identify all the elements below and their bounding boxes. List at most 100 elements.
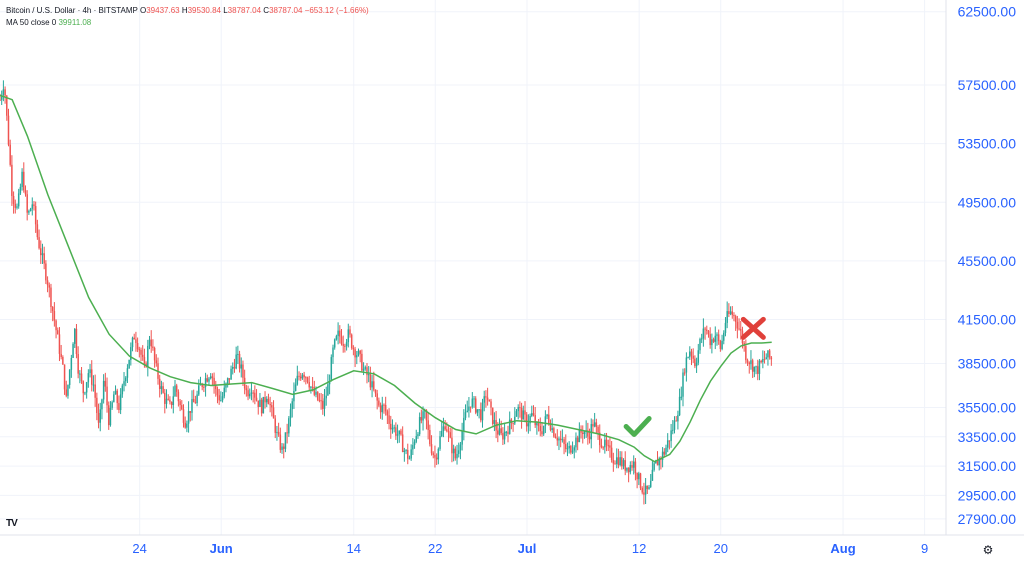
candle-body xyxy=(123,381,125,386)
candle-body xyxy=(651,469,654,481)
candle-body xyxy=(322,400,324,409)
candle-body xyxy=(716,334,718,336)
x-tick-label: Jun xyxy=(210,541,233,556)
candle-body xyxy=(755,366,757,368)
gear-icon[interactable]: ⚙ xyxy=(982,543,994,557)
candle-body xyxy=(218,395,220,401)
cross-stroke xyxy=(740,316,766,340)
candle-body xyxy=(422,411,424,421)
candle-body xyxy=(102,380,105,400)
candle-body xyxy=(87,373,90,383)
candle-body xyxy=(62,356,64,365)
legend-close-label: C xyxy=(263,6,270,15)
candle-body xyxy=(512,423,514,425)
candle-body xyxy=(21,171,23,187)
candle-body xyxy=(578,429,581,443)
candle-body xyxy=(412,445,414,450)
candle-body xyxy=(152,346,154,348)
candle-body xyxy=(388,415,390,424)
candle-body xyxy=(216,389,219,396)
candle-body xyxy=(293,390,295,402)
candle-body xyxy=(257,400,259,407)
candle-body xyxy=(588,436,591,440)
candle-body xyxy=(576,437,579,443)
candle-body xyxy=(407,450,409,459)
candle-body xyxy=(646,485,649,490)
cross-icon xyxy=(740,316,766,340)
candle-body xyxy=(593,422,596,427)
candle-body xyxy=(707,330,710,335)
candle-body xyxy=(198,385,200,395)
candle-body xyxy=(303,374,305,378)
candle-body xyxy=(767,350,769,358)
candle-body xyxy=(643,492,645,495)
candle-body xyxy=(203,386,205,388)
candle-body xyxy=(539,425,542,432)
x-tick-label: 20 xyxy=(713,541,727,556)
candle-body xyxy=(155,360,158,364)
candle-body xyxy=(181,405,183,410)
x-tick-label: Jul xyxy=(518,541,537,556)
candle-body xyxy=(138,349,141,351)
candle-body xyxy=(238,353,241,369)
candle-body xyxy=(342,343,344,346)
candle-body xyxy=(554,436,557,438)
candle-body xyxy=(230,368,232,380)
candle-body xyxy=(262,396,265,414)
candle-body xyxy=(106,386,108,406)
candle-body xyxy=(350,334,353,348)
candle-body xyxy=(384,404,387,412)
candle-body xyxy=(374,389,377,394)
price-axis[interactable]: 62500.00 57500.00 53500.00 49500.00 45500.00… xyxy=(958,4,1017,527)
candle-body xyxy=(556,437,559,441)
candle-body xyxy=(131,337,134,348)
candle-body xyxy=(675,420,677,422)
candle-body xyxy=(627,467,630,473)
candle-body xyxy=(663,451,666,455)
candle-body xyxy=(712,339,715,342)
time-axis[interactable]: 24 Jun 14 22 Jul 12 20 Aug 9 xyxy=(132,541,928,556)
candle-body xyxy=(546,414,548,417)
candle-body xyxy=(362,368,365,371)
candle-body xyxy=(532,413,535,416)
legend-ma-row: MA 50 close 0 39911.08 xyxy=(6,17,369,29)
candle-body xyxy=(113,394,115,403)
candle-body xyxy=(439,436,441,449)
candle-body xyxy=(607,445,609,447)
candle-body xyxy=(432,453,434,455)
candle-body xyxy=(527,423,530,427)
candle-body xyxy=(430,444,433,454)
candle-body xyxy=(209,376,212,379)
candle-body xyxy=(359,350,361,354)
candle-body xyxy=(332,347,334,358)
candle-body xyxy=(247,390,249,397)
candle-body xyxy=(57,330,59,335)
candle-body xyxy=(604,439,606,448)
x-tick-label: 12 xyxy=(632,541,646,556)
candle-body xyxy=(96,397,98,413)
candle-body xyxy=(565,444,567,449)
candle-body xyxy=(196,394,198,404)
candle-body xyxy=(153,347,156,361)
candle-body xyxy=(296,375,299,385)
legend-symbol[interactable]: Bitcoin / U.S. Dollar · 4h · BITSTAMP xyxy=(6,6,138,15)
candle-body xyxy=(534,415,536,426)
candlestick-series xyxy=(0,80,773,505)
candle-body xyxy=(228,378,231,380)
candle-body xyxy=(109,407,112,426)
tradingview-logo-icon[interactable]: TV xyxy=(6,518,18,529)
candle-body xyxy=(459,444,462,451)
candle-body xyxy=(291,401,293,410)
candle-body xyxy=(517,407,519,412)
y-tick-label: 38500.00 xyxy=(958,356,1017,372)
candle-body xyxy=(658,458,660,466)
x-tick-label: 14 xyxy=(346,541,360,556)
legend-ma-label[interactable]: MA 50 close 0 xyxy=(6,18,57,27)
candle-body xyxy=(683,372,686,374)
candle-body xyxy=(186,423,188,428)
candle-body xyxy=(542,425,545,435)
candle-body xyxy=(398,430,401,435)
x-tick-label: Aug xyxy=(830,541,855,556)
candle-body xyxy=(583,431,586,435)
